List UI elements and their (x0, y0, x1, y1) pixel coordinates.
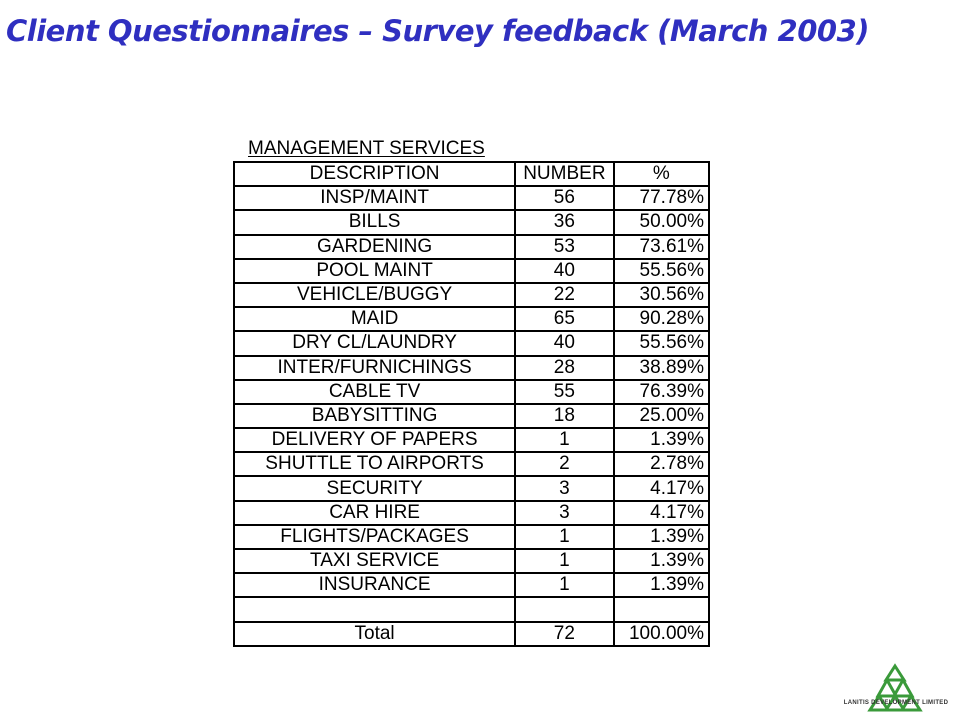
column-header-percent: % (614, 162, 709, 186)
table-row: FLIGHTS/PACKAGES 1 1.39% (234, 525, 709, 549)
row-description: POOL MAINT (234, 259, 515, 283)
row-description: CABLE TV (234, 380, 515, 404)
row-number: 22 (515, 283, 613, 307)
row-description: GARDENING (234, 235, 515, 259)
row-number: 40 (515, 331, 613, 355)
row-description: SHUTTLE TO AIRPORTS (234, 452, 515, 476)
row-number: 2 (515, 452, 613, 476)
logo-company-name: LANITIS DEVELOPMENT LIMITED (840, 700, 952, 706)
row-description: VEHICLE/BUGGY (234, 283, 515, 307)
row-description: BILLS (234, 210, 515, 234)
table-row: TAXI SERVICE 1 1.39% (234, 549, 709, 573)
table-row: MAID 65 90.28% (234, 307, 709, 331)
row-description: BABYSITTING (234, 404, 515, 428)
row-percent: 30.56% (614, 283, 709, 307)
table-row: INSP/MAINT 56 77.78% (234, 186, 709, 210)
row-number (515, 597, 613, 621)
row-number: 1 (515, 525, 613, 549)
row-description: FLIGHTS/PACKAGES (234, 525, 515, 549)
row-percent: 77.78% (614, 186, 709, 210)
section-title: MANAGEMENT SERVICES (248, 138, 485, 160)
row-number: 56 (515, 186, 613, 210)
total-number: 72 (515, 622, 613, 646)
row-percent: 38.89% (614, 356, 709, 380)
row-description: TAXI SERVICE (234, 549, 515, 573)
column-header-number: NUMBER (515, 162, 613, 186)
slide-title: Client Questionnaires – Survey feedback … (6, 14, 956, 48)
row-number: 1 (515, 573, 613, 597)
table-row: INTER/FURNICHINGS 28 38.89% (234, 356, 709, 380)
table-row: CAR HIRE 3 4.17% (234, 501, 709, 525)
row-percent: 55.56% (614, 259, 709, 283)
row-description: MAID (234, 307, 515, 331)
row-percent: 25.00% (614, 404, 709, 428)
column-header-description: DESCRIPTION (234, 162, 515, 186)
table-row: INSURANCE 1 1.39% (234, 573, 709, 597)
row-number: 18 (515, 404, 613, 428)
row-number: 28 (515, 356, 613, 380)
table-row: SHUTTLE TO AIRPORTS 2 2.78% (234, 452, 709, 476)
row-percent: 76.39% (614, 380, 709, 404)
row-number: 55 (515, 380, 613, 404)
table-row: BILLS 36 50.00% (234, 210, 709, 234)
row-percent: 73.61% (614, 235, 709, 259)
table-row: DRY CL/LAUNDRY 40 55.56% (234, 331, 709, 355)
row-percent: 55.56% (614, 331, 709, 355)
row-number: 53 (515, 235, 613, 259)
row-percent: 1.39% (614, 549, 709, 573)
row-percent: 90.28% (614, 307, 709, 331)
table-row: VEHICLE/BUGGY 22 30.56% (234, 283, 709, 307)
management-services-table: DESCRIPTION NUMBER % INSP/MAINT 56 77.78% B… (233, 161, 710, 647)
row-percent: 4.17% (614, 476, 709, 500)
row-percent: 50.00% (614, 210, 709, 234)
row-percent: 4.17% (614, 501, 709, 525)
triangles-logo-icon (838, 662, 952, 716)
table-row: DELIVERY OF PAPERS 1 1.39% (234, 428, 709, 452)
table-row: CABLE TV 55 76.39% (234, 380, 709, 404)
row-number: 3 (515, 476, 613, 500)
row-description (234, 597, 515, 621)
row-description: DELIVERY OF PAPERS (234, 428, 515, 452)
row-percent: 1.39% (614, 428, 709, 452)
row-description: CAR HIRE (234, 501, 515, 525)
row-number: 36 (515, 210, 613, 234)
row-percent: 2.78% (614, 452, 709, 476)
row-description: SECURITY (234, 476, 515, 500)
row-description: INTER/FURNICHINGS (234, 356, 515, 380)
row-number: 65 (515, 307, 613, 331)
row-percent (614, 597, 709, 621)
table-row: POOL MAINT 40 55.56% (234, 259, 709, 283)
row-number: 3 (515, 501, 613, 525)
table-row (234, 597, 709, 621)
row-number: 1 (515, 428, 613, 452)
table-row: GARDENING 53 73.61% (234, 235, 709, 259)
row-description: DRY CL/LAUNDRY (234, 331, 515, 355)
row-description: INSURANCE (234, 573, 515, 597)
row-description: INSP/MAINT (234, 186, 515, 210)
total-label: Total (234, 622, 515, 646)
row-percent: 1.39% (614, 525, 709, 549)
table-header-row: DESCRIPTION NUMBER % (234, 162, 709, 186)
row-percent: 1.39% (614, 573, 709, 597)
table-row: BABYSITTING 18 25.00% (234, 404, 709, 428)
total-row: Total 72 100.00% (234, 622, 709, 646)
table-row: SECURITY 3 4.17% (234, 476, 709, 500)
row-number: 1 (515, 549, 613, 573)
row-number: 40 (515, 259, 613, 283)
total-percent: 100.00% (614, 622, 709, 646)
